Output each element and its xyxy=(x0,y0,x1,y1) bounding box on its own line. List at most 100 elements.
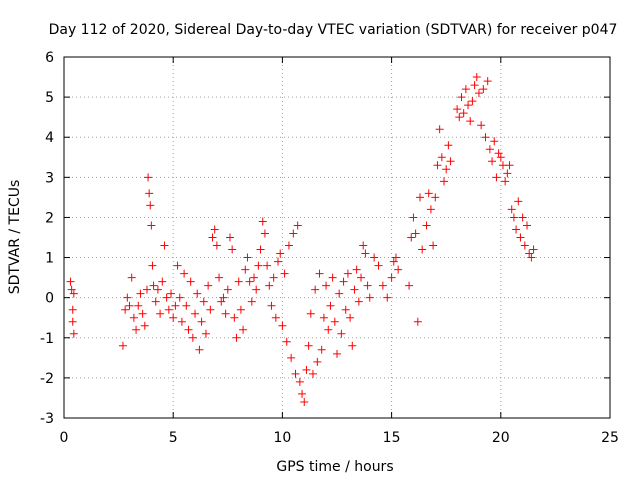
data-point xyxy=(529,245,538,254)
data-point xyxy=(167,289,176,298)
data-point xyxy=(230,313,239,322)
data-point xyxy=(470,81,479,90)
data-point xyxy=(217,297,226,306)
x-tick-label: 20 xyxy=(492,430,510,446)
data-point xyxy=(426,205,435,214)
data-point xyxy=(407,233,416,242)
data-point xyxy=(125,301,134,310)
data-point xyxy=(127,273,136,282)
data-point xyxy=(197,317,206,326)
data-point xyxy=(210,225,219,234)
data-point xyxy=(525,249,534,258)
data-point xyxy=(485,145,494,154)
data-point xyxy=(383,293,392,302)
data-point xyxy=(204,281,213,290)
data-point xyxy=(455,113,464,122)
data-point xyxy=(169,313,178,322)
data-point xyxy=(267,301,276,310)
data-point xyxy=(148,261,157,270)
data-point xyxy=(175,293,184,302)
data-point xyxy=(256,245,265,254)
y-tick-label: 0 xyxy=(45,291,54,307)
data-point xyxy=(468,97,477,106)
data-point xyxy=(503,169,512,178)
data-point xyxy=(223,285,232,294)
data-point xyxy=(284,241,293,250)
data-point xyxy=(228,245,237,254)
data-point xyxy=(444,141,453,150)
data-point xyxy=(354,297,363,306)
data-point xyxy=(195,345,204,354)
data-point xyxy=(191,309,200,318)
data-point xyxy=(295,377,304,386)
data-point xyxy=(520,241,529,250)
data-point xyxy=(149,281,158,290)
data-point xyxy=(69,329,78,338)
data-point xyxy=(145,189,154,198)
data-point xyxy=(173,261,182,270)
data-point xyxy=(352,265,361,274)
data-point xyxy=(479,85,488,94)
data-point xyxy=(239,325,248,334)
data-point xyxy=(182,301,191,310)
data-point xyxy=(324,325,333,334)
data-point xyxy=(317,345,326,354)
data-point xyxy=(241,265,250,274)
data-point xyxy=(518,213,527,222)
data-point xyxy=(512,225,521,234)
data-point xyxy=(193,289,202,298)
data-point xyxy=(260,229,269,238)
data-point xyxy=(464,101,473,110)
data-point xyxy=(322,281,331,290)
data-point xyxy=(69,289,78,298)
data-point xyxy=(287,353,296,362)
data-point xyxy=(300,397,309,406)
x-tick-labels: 0 5 10 15 20 25 xyxy=(60,430,619,446)
x-tick-label: 10 xyxy=(273,430,291,446)
data-point xyxy=(263,261,272,270)
y-tick-label: 6 xyxy=(45,50,54,66)
data-point xyxy=(306,309,315,318)
data-point xyxy=(121,305,130,314)
data-point xyxy=(129,313,138,322)
data-point xyxy=(186,277,195,286)
data-point xyxy=(418,245,427,254)
data-point xyxy=(136,289,145,298)
data-point xyxy=(308,369,317,378)
data-point xyxy=(180,269,189,278)
data-point xyxy=(437,153,446,162)
axis-ticks xyxy=(63,56,611,419)
data-point xyxy=(252,285,261,294)
data-point xyxy=(293,221,302,230)
x-tick-label: 0 xyxy=(60,430,69,446)
y-tick-label: 1 xyxy=(45,251,54,267)
data-point xyxy=(118,341,127,350)
data-point xyxy=(68,305,77,314)
data-point xyxy=(457,93,466,102)
data-points xyxy=(66,73,538,406)
data-point xyxy=(326,301,335,310)
data-point xyxy=(153,285,162,294)
y-tick-label: 2 xyxy=(45,210,54,226)
data-point xyxy=(221,309,230,318)
data-point xyxy=(466,117,475,126)
data-point xyxy=(422,221,431,230)
y-tick-label: -2 xyxy=(40,371,54,387)
data-point xyxy=(162,293,171,302)
y-tick-label: 5 xyxy=(45,90,54,106)
data-point xyxy=(315,269,324,278)
data-point xyxy=(459,109,468,118)
data-point xyxy=(378,281,387,290)
data-point xyxy=(370,253,379,262)
y-tick-label: -3 xyxy=(40,411,54,427)
data-point xyxy=(171,301,180,310)
data-point xyxy=(146,201,155,210)
data-point xyxy=(177,317,186,326)
data-point xyxy=(247,297,256,306)
data-point xyxy=(488,157,497,166)
data-point xyxy=(188,333,197,342)
data-point xyxy=(350,285,359,294)
data-point xyxy=(236,305,245,314)
data-point xyxy=(494,149,503,158)
